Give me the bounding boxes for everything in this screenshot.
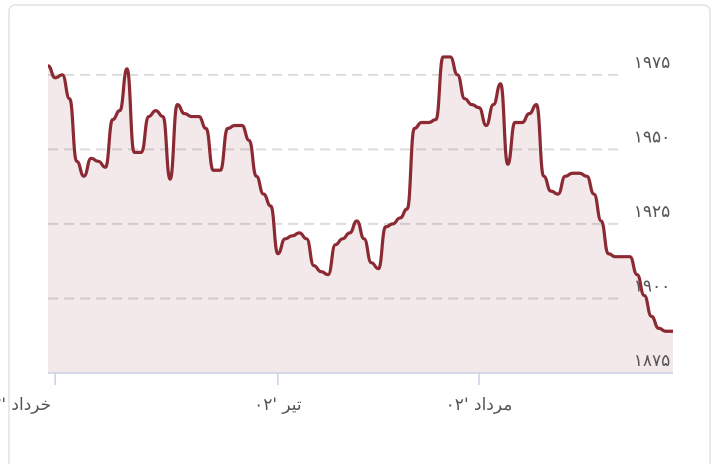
y-tick-label: ۱۹۷۵: [634, 53, 671, 73]
y-tick-label: ۱۹۰۰: [634, 276, 671, 296]
x-tick-label: تیر '۰۲: [254, 395, 302, 415]
y-tick-label: ۱۸۷۵: [634, 351, 671, 371]
card: [8, 4, 711, 464]
line: [47, 55, 673, 333]
area: [48, 56, 673, 373]
x-tick-label: خرداد '۰۲: [0, 395, 51, 415]
y-tick-label: ۱۹۵۰: [634, 127, 671, 147]
x-tick-label: مرداد '۰۲: [446, 395, 513, 415]
y-tick-label: ۱۹۲۵: [634, 202, 671, 222]
